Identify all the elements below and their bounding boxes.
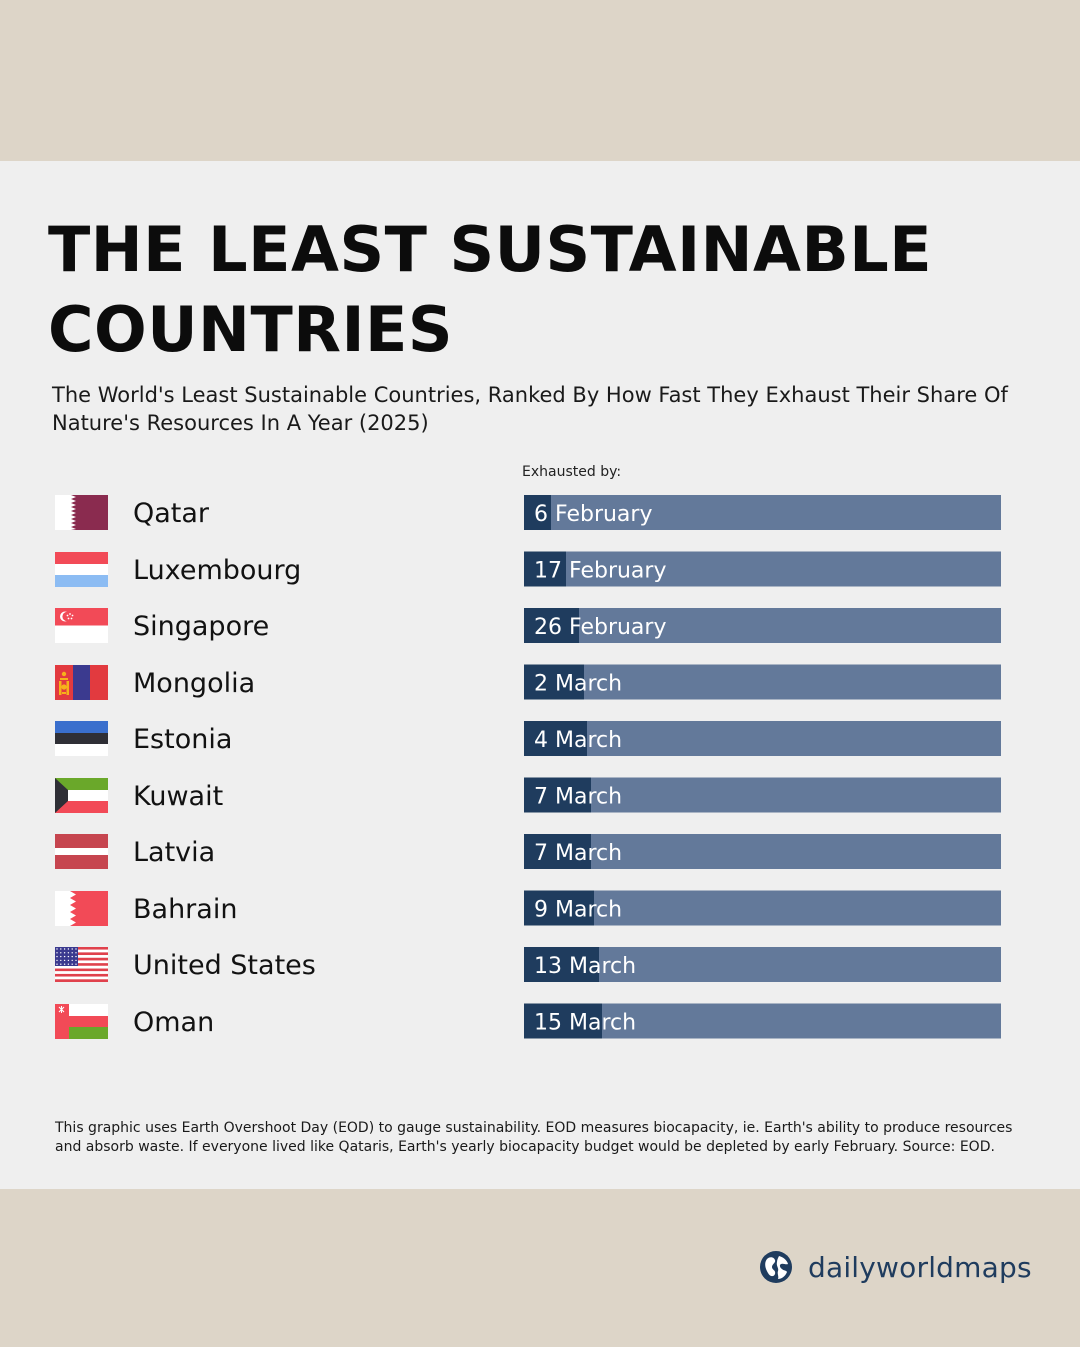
- bar-label: 4 March: [534, 728, 622, 753]
- bar-fill: [524, 608, 579, 643]
- country-label: Singapore: [133, 611, 270, 642]
- bar-track: [524, 495, 1001, 530]
- bar-label: 15 March: [534, 1011, 636, 1036]
- top-band: [0, 0, 1080, 161]
- bar-label: 17 February: [534, 559, 666, 584]
- country-label: Luxembourg: [133, 554, 302, 586]
- bar-track: [524, 834, 1001, 869]
- bar-fill: [524, 551, 566, 587]
- footnote: This graphic uses Earth Overshoot Day (E…: [55, 1120, 1013, 1155]
- country-label: United States: [133, 950, 316, 981]
- country-label: Kuwait: [133, 780, 224, 812]
- bar-track: [524, 777, 1001, 813]
- bar-track: [524, 664, 1001, 700]
- bar-fill: [524, 890, 594, 926]
- bar-label: 13 March: [534, 954, 636, 979]
- column-label: Exhausted by:: [522, 464, 622, 480]
- latvia-flag-icon: [55, 834, 108, 869]
- estonia-flag-icon: [55, 721, 108, 756]
- country-label: Estonia: [133, 724, 233, 755]
- luxembourg-flag-icon: [55, 551, 108, 587]
- bar-label: 9 March: [534, 898, 622, 923]
- bar-track: [524, 890, 1001, 926]
- oman-flag-icon: [55, 1003, 108, 1039]
- page-subtitle: The World's Least Sustainable Countries,…: [52, 383, 1008, 435]
- bar-track: [524, 721, 1001, 756]
- bar-track: [524, 1003, 1001, 1039]
- mongolia-flag-icon: [55, 664, 108, 700]
- country-label: Oman: [133, 1006, 215, 1038]
- bar-label: 7 March: [534, 785, 622, 810]
- kuwait-flag-icon: [55, 777, 108, 813]
- brand-logo: dailyworldmaps: [758, 1247, 1032, 1287]
- bar-track: [524, 947, 1001, 982]
- country-label: Mongolia: [133, 667, 256, 699]
- bar-label: 6 February: [534, 502, 652, 527]
- bar-fill: [524, 834, 591, 869]
- brand-name: dailyworldmaps: [808, 1250, 1032, 1284]
- page-title: THE LEAST SUSTAINABLE COUNTRIES: [48, 213, 933, 366]
- bar-fill: [524, 664, 584, 700]
- bar-fill: [524, 777, 591, 813]
- country-label: Latvia: [133, 837, 216, 868]
- bar-label: 2 March: [534, 672, 622, 697]
- bar-fill: [524, 1003, 602, 1039]
- bar-track: [524, 551, 1001, 587]
- qatar-flag-icon: [55, 495, 108, 530]
- bahrain-flag-icon: [55, 890, 108, 926]
- bottom-band: [0, 1189, 1080, 1347]
- united-states-flag-icon: [55, 947, 108, 982]
- singapore-flag-icon: [55, 608, 108, 643]
- globe-icon: [760, 1251, 792, 1283]
- bar-label: 7 March: [534, 841, 622, 866]
- country-label: Bahrain: [133, 893, 238, 925]
- bar-fill: [524, 947, 599, 982]
- bar-label: 26 February: [534, 615, 666, 640]
- bar-track: [524, 608, 1001, 643]
- bar-fill: [524, 721, 587, 756]
- country-label: Qatar: [133, 498, 210, 529]
- bar-fill: [524, 495, 551, 530]
